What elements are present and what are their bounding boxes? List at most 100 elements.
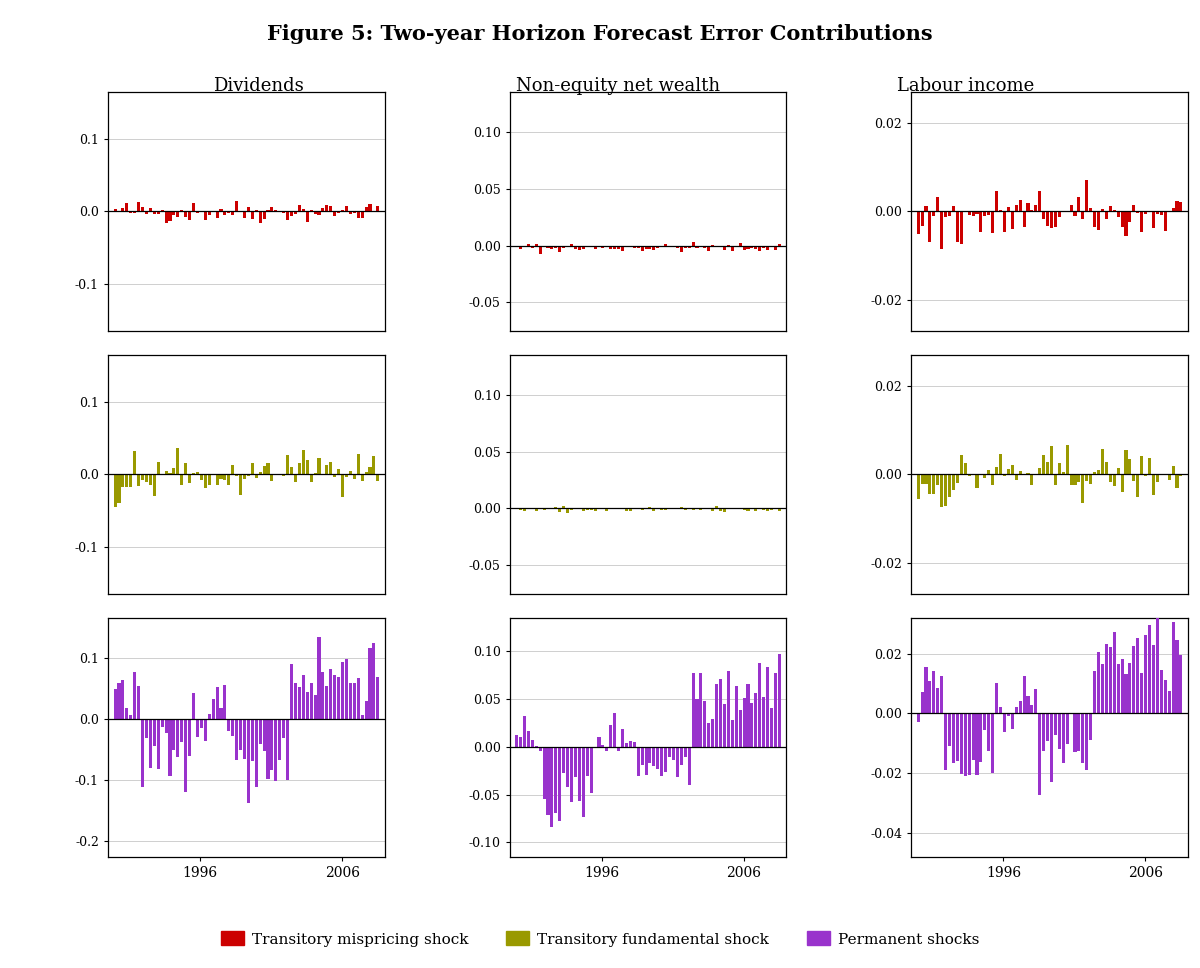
Bar: [298, 205, 301, 211]
Bar: [1050, 445, 1054, 474]
Bar: [715, 506, 718, 508]
Bar: [641, 246, 643, 251]
Bar: [653, 746, 655, 767]
Bar: [1152, 211, 1154, 227]
Bar: [520, 246, 522, 250]
Bar: [648, 507, 652, 508]
Bar: [216, 474, 218, 485]
Bar: [254, 210, 258, 211]
Bar: [192, 693, 196, 719]
Bar: [259, 719, 262, 744]
Bar: [118, 683, 120, 719]
Bar: [1124, 450, 1128, 474]
Bar: [755, 508, 757, 511]
Bar: [546, 246, 550, 248]
Bar: [964, 463, 967, 474]
Bar: [263, 719, 265, 751]
Bar: [1168, 691, 1171, 713]
Bar: [372, 456, 376, 474]
Bar: [680, 507, 683, 508]
Bar: [676, 746, 679, 777]
Bar: [967, 713, 971, 774]
Bar: [310, 209, 313, 211]
Bar: [601, 745, 605, 746]
Bar: [520, 508, 522, 509]
Bar: [216, 686, 218, 719]
Bar: [940, 676, 943, 713]
Bar: [570, 245, 574, 246]
Bar: [1031, 705, 1033, 713]
Bar: [972, 211, 974, 216]
Bar: [527, 731, 530, 746]
Bar: [1093, 672, 1096, 713]
Bar: [778, 508, 781, 510]
Bar: [180, 210, 184, 211]
Bar: [200, 719, 203, 728]
Bar: [173, 211, 175, 215]
Bar: [696, 246, 698, 249]
Bar: [216, 211, 218, 218]
Bar: [960, 211, 962, 244]
Bar: [719, 680, 722, 746]
Bar: [227, 211, 230, 213]
Bar: [192, 203, 196, 211]
Bar: [530, 246, 534, 248]
Bar: [306, 460, 308, 474]
Bar: [660, 246, 664, 247]
Bar: [924, 474, 928, 484]
Bar: [774, 674, 776, 746]
Bar: [149, 208, 152, 211]
Bar: [365, 472, 367, 474]
Bar: [130, 211, 132, 213]
Bar: [774, 246, 776, 250]
Bar: [641, 746, 643, 766]
Bar: [722, 704, 726, 746]
Bar: [770, 508, 773, 510]
Bar: [220, 474, 222, 478]
Bar: [208, 713, 211, 719]
Bar: [204, 719, 206, 741]
Bar: [142, 474, 144, 480]
Bar: [322, 672, 324, 719]
Bar: [778, 654, 781, 746]
Bar: [1054, 211, 1057, 227]
Bar: [620, 246, 624, 251]
Bar: [660, 746, 664, 776]
Bar: [578, 246, 581, 250]
Bar: [251, 719, 254, 761]
Bar: [337, 211, 340, 213]
Bar: [247, 207, 250, 211]
Bar: [605, 746, 608, 751]
Bar: [1050, 713, 1054, 781]
Bar: [310, 683, 313, 719]
Bar: [1117, 211, 1120, 217]
Bar: [1015, 707, 1018, 713]
Bar: [644, 746, 648, 775]
Bar: [118, 474, 120, 502]
Bar: [184, 211, 187, 217]
Bar: [582, 746, 584, 817]
Bar: [275, 210, 277, 211]
Bar: [1144, 474, 1147, 476]
Bar: [960, 455, 962, 474]
Bar: [558, 246, 562, 253]
Bar: [554, 507, 557, 508]
Bar: [235, 474, 238, 475]
Bar: [722, 508, 726, 512]
Bar: [566, 246, 569, 247]
Bar: [377, 474, 379, 481]
Bar: [770, 246, 773, 247]
Bar: [648, 746, 652, 763]
Bar: [344, 474, 348, 477]
Bar: [242, 474, 246, 479]
Bar: [1097, 469, 1100, 474]
Bar: [349, 211, 352, 214]
Bar: [731, 246, 734, 251]
Bar: [180, 719, 184, 741]
Bar: [318, 211, 320, 215]
Bar: [263, 211, 265, 219]
Bar: [967, 211, 971, 215]
Bar: [227, 474, 230, 485]
Bar: [1093, 472, 1096, 474]
Bar: [353, 683, 356, 719]
